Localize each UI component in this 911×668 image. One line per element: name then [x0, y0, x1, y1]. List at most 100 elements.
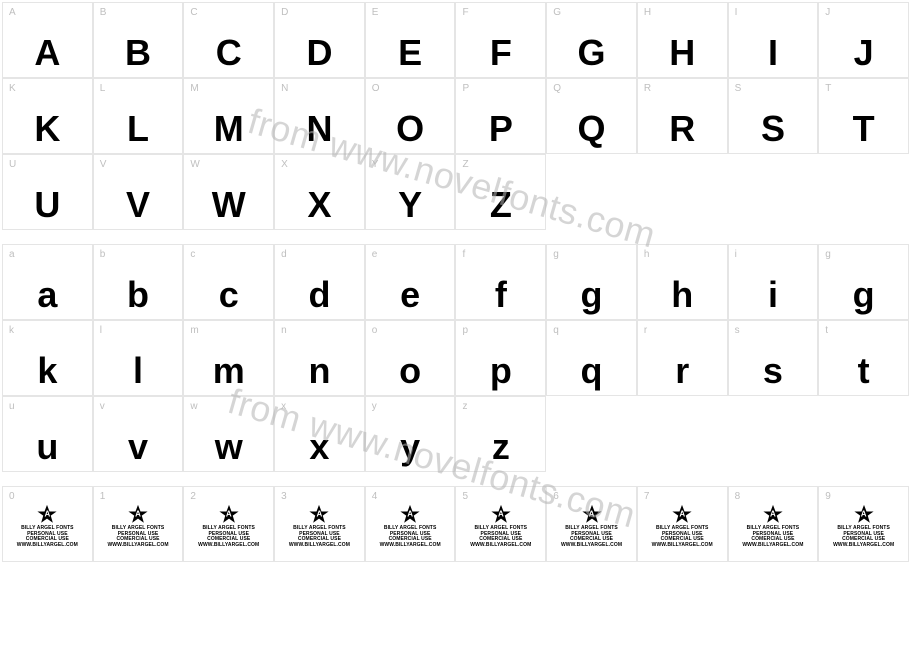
uppercase-grid: AABBCCDDEEFFGGHHIIJJKKLLMMNNOOPPQQRRSSTT… [2, 2, 909, 230]
cell-label: m [190, 325, 198, 336]
glyph-cell: oo [365, 320, 456, 396]
glyph-cell: yy [365, 396, 456, 472]
cell-label: e [372, 249, 378, 260]
star-icon: A [37, 504, 57, 524]
digit-cell: 6ABILLY ARGEL FONTS PERSONAL USE COMERCI… [546, 486, 637, 562]
cell-glyph: d [308, 277, 330, 313]
cell-label: w [190, 401, 197, 412]
glyph-cell: pp [455, 320, 546, 396]
cell-label: D [281, 7, 288, 18]
glyph-cell: CC [183, 2, 274, 78]
cell-glyph: O [396, 111, 424, 147]
glyph-cell: EE [365, 2, 456, 78]
digit-caption: BILLY ARGEL FONTS PERSONAL USE COMERCIAL… [17, 526, 78, 548]
cell-label: q [553, 325, 559, 336]
glyph-cell: GG [546, 2, 637, 78]
digit-caption: BILLY ARGEL FONTS PERSONAL USE COMERCIAL… [198, 526, 259, 548]
star-letter: A [589, 510, 595, 519]
star-letter: A [317, 510, 323, 519]
cell-glyph: w [215, 429, 243, 465]
glyph-cell: AA [2, 2, 93, 78]
cell-label: d [281, 249, 287, 260]
empty-cell [546, 154, 637, 230]
cell-label: Z [462, 159, 468, 170]
digit-cell: 5ABILLY ARGEL FONTS PERSONAL USE COMERCI… [455, 486, 546, 562]
glyph-cell: qq [546, 320, 637, 396]
cell-label: v [100, 401, 105, 412]
cell-glyph: u [36, 429, 58, 465]
glyph-cell: gg [818, 244, 909, 320]
star-icon: A [582, 504, 602, 524]
cell-label: H [644, 7, 651, 18]
cell-glyph: l [133, 353, 143, 389]
empty-cell [818, 154, 909, 230]
glyph-cell: RR [637, 78, 728, 154]
cell-glyph: G [578, 35, 606, 71]
digit-caption: BILLY ARGEL FONTS PERSONAL USE COMERCIAL… [742, 526, 803, 548]
cell-glyph: s [763, 353, 783, 389]
cell-glyph: h [671, 277, 693, 313]
glyph-cell: nn [274, 320, 365, 396]
star-letter: A [226, 510, 232, 519]
star-letter: A [135, 510, 141, 519]
cell-label: 2 [190, 491, 196, 502]
cell-label: 0 [9, 491, 15, 502]
glyph-cell: rr [637, 320, 728, 396]
glyph-cell: kk [2, 320, 93, 396]
glyph-cell: ff [455, 244, 546, 320]
cell-label: p [462, 325, 468, 336]
cell-label: s [735, 325, 740, 336]
cell-label: B [100, 7, 107, 18]
cell-glyph: b [127, 277, 149, 313]
cell-glyph: J [854, 35, 874, 71]
cell-label: E [372, 7, 379, 18]
cell-label: O [372, 83, 380, 94]
cell-glyph: T [853, 111, 875, 147]
cell-label: Y [372, 159, 379, 170]
cell-label: g [553, 249, 559, 260]
cell-label: h [644, 249, 650, 260]
font-character-map: AABBCCDDEEFFGGHHIIJJKKLLMMNNOOPPQQRRSSTT… [0, 0, 911, 564]
digit-cell: 0 ABILLY ARGEL FONTS PERSONAL USE COMERCI… [2, 486, 93, 562]
cell-label: t [825, 325, 828, 336]
cell-glyph: A [34, 35, 60, 71]
glyph-cell: BB [93, 2, 184, 78]
digit-cell: 9ABILLY ARGEL FONTS PERSONAL USE COMERCI… [818, 486, 909, 562]
cell-label: N [281, 83, 288, 94]
cell-glyph: Z [490, 187, 512, 223]
cell-glyph: L [127, 111, 149, 147]
cell-label: P [462, 83, 469, 94]
digit-caption: BILLY ARGEL FONTS PERSONAL USE COMERCIAL… [652, 526, 713, 548]
cell-glyph: R [669, 111, 695, 147]
digit-caption: BILLY ARGEL FONTS PERSONAL USE COMERCIAL… [470, 526, 531, 548]
cell-glyph: U [34, 187, 60, 223]
glyph-cell: OO [365, 78, 456, 154]
cell-label: 5 [462, 491, 468, 502]
cell-label: x [281, 401, 286, 412]
star-icon: A [128, 504, 148, 524]
glyph-cell: xx [274, 396, 365, 472]
empty-cell [728, 396, 819, 472]
cell-glyph: X [307, 187, 331, 223]
cell-glyph: F [490, 35, 512, 71]
cell-label: o [372, 325, 378, 336]
glyph-cell: II [728, 2, 819, 78]
empty-cell [637, 396, 728, 472]
glyph-cell: VV [93, 154, 184, 230]
cell-label: 7 [644, 491, 650, 502]
cell-label: b [100, 249, 106, 260]
cell-glyph: n [308, 353, 330, 389]
cell-glyph: z [492, 429, 510, 465]
glyph-cell: UU [2, 154, 93, 230]
cell-label: 6 [553, 491, 559, 502]
digit-cell: 7ABILLY ARGEL FONTS PERSONAL USE COMERCI… [637, 486, 728, 562]
glyph-cell: tt [818, 320, 909, 396]
glyph-cell: ss [728, 320, 819, 396]
cell-label: 4 [372, 491, 378, 502]
glyph-cell: DD [274, 2, 365, 78]
empty-cell [818, 396, 909, 472]
star-letter: A [407, 510, 413, 519]
cell-label: g [825, 249, 831, 260]
cell-glyph: K [34, 111, 60, 147]
star-icon: A [219, 504, 239, 524]
